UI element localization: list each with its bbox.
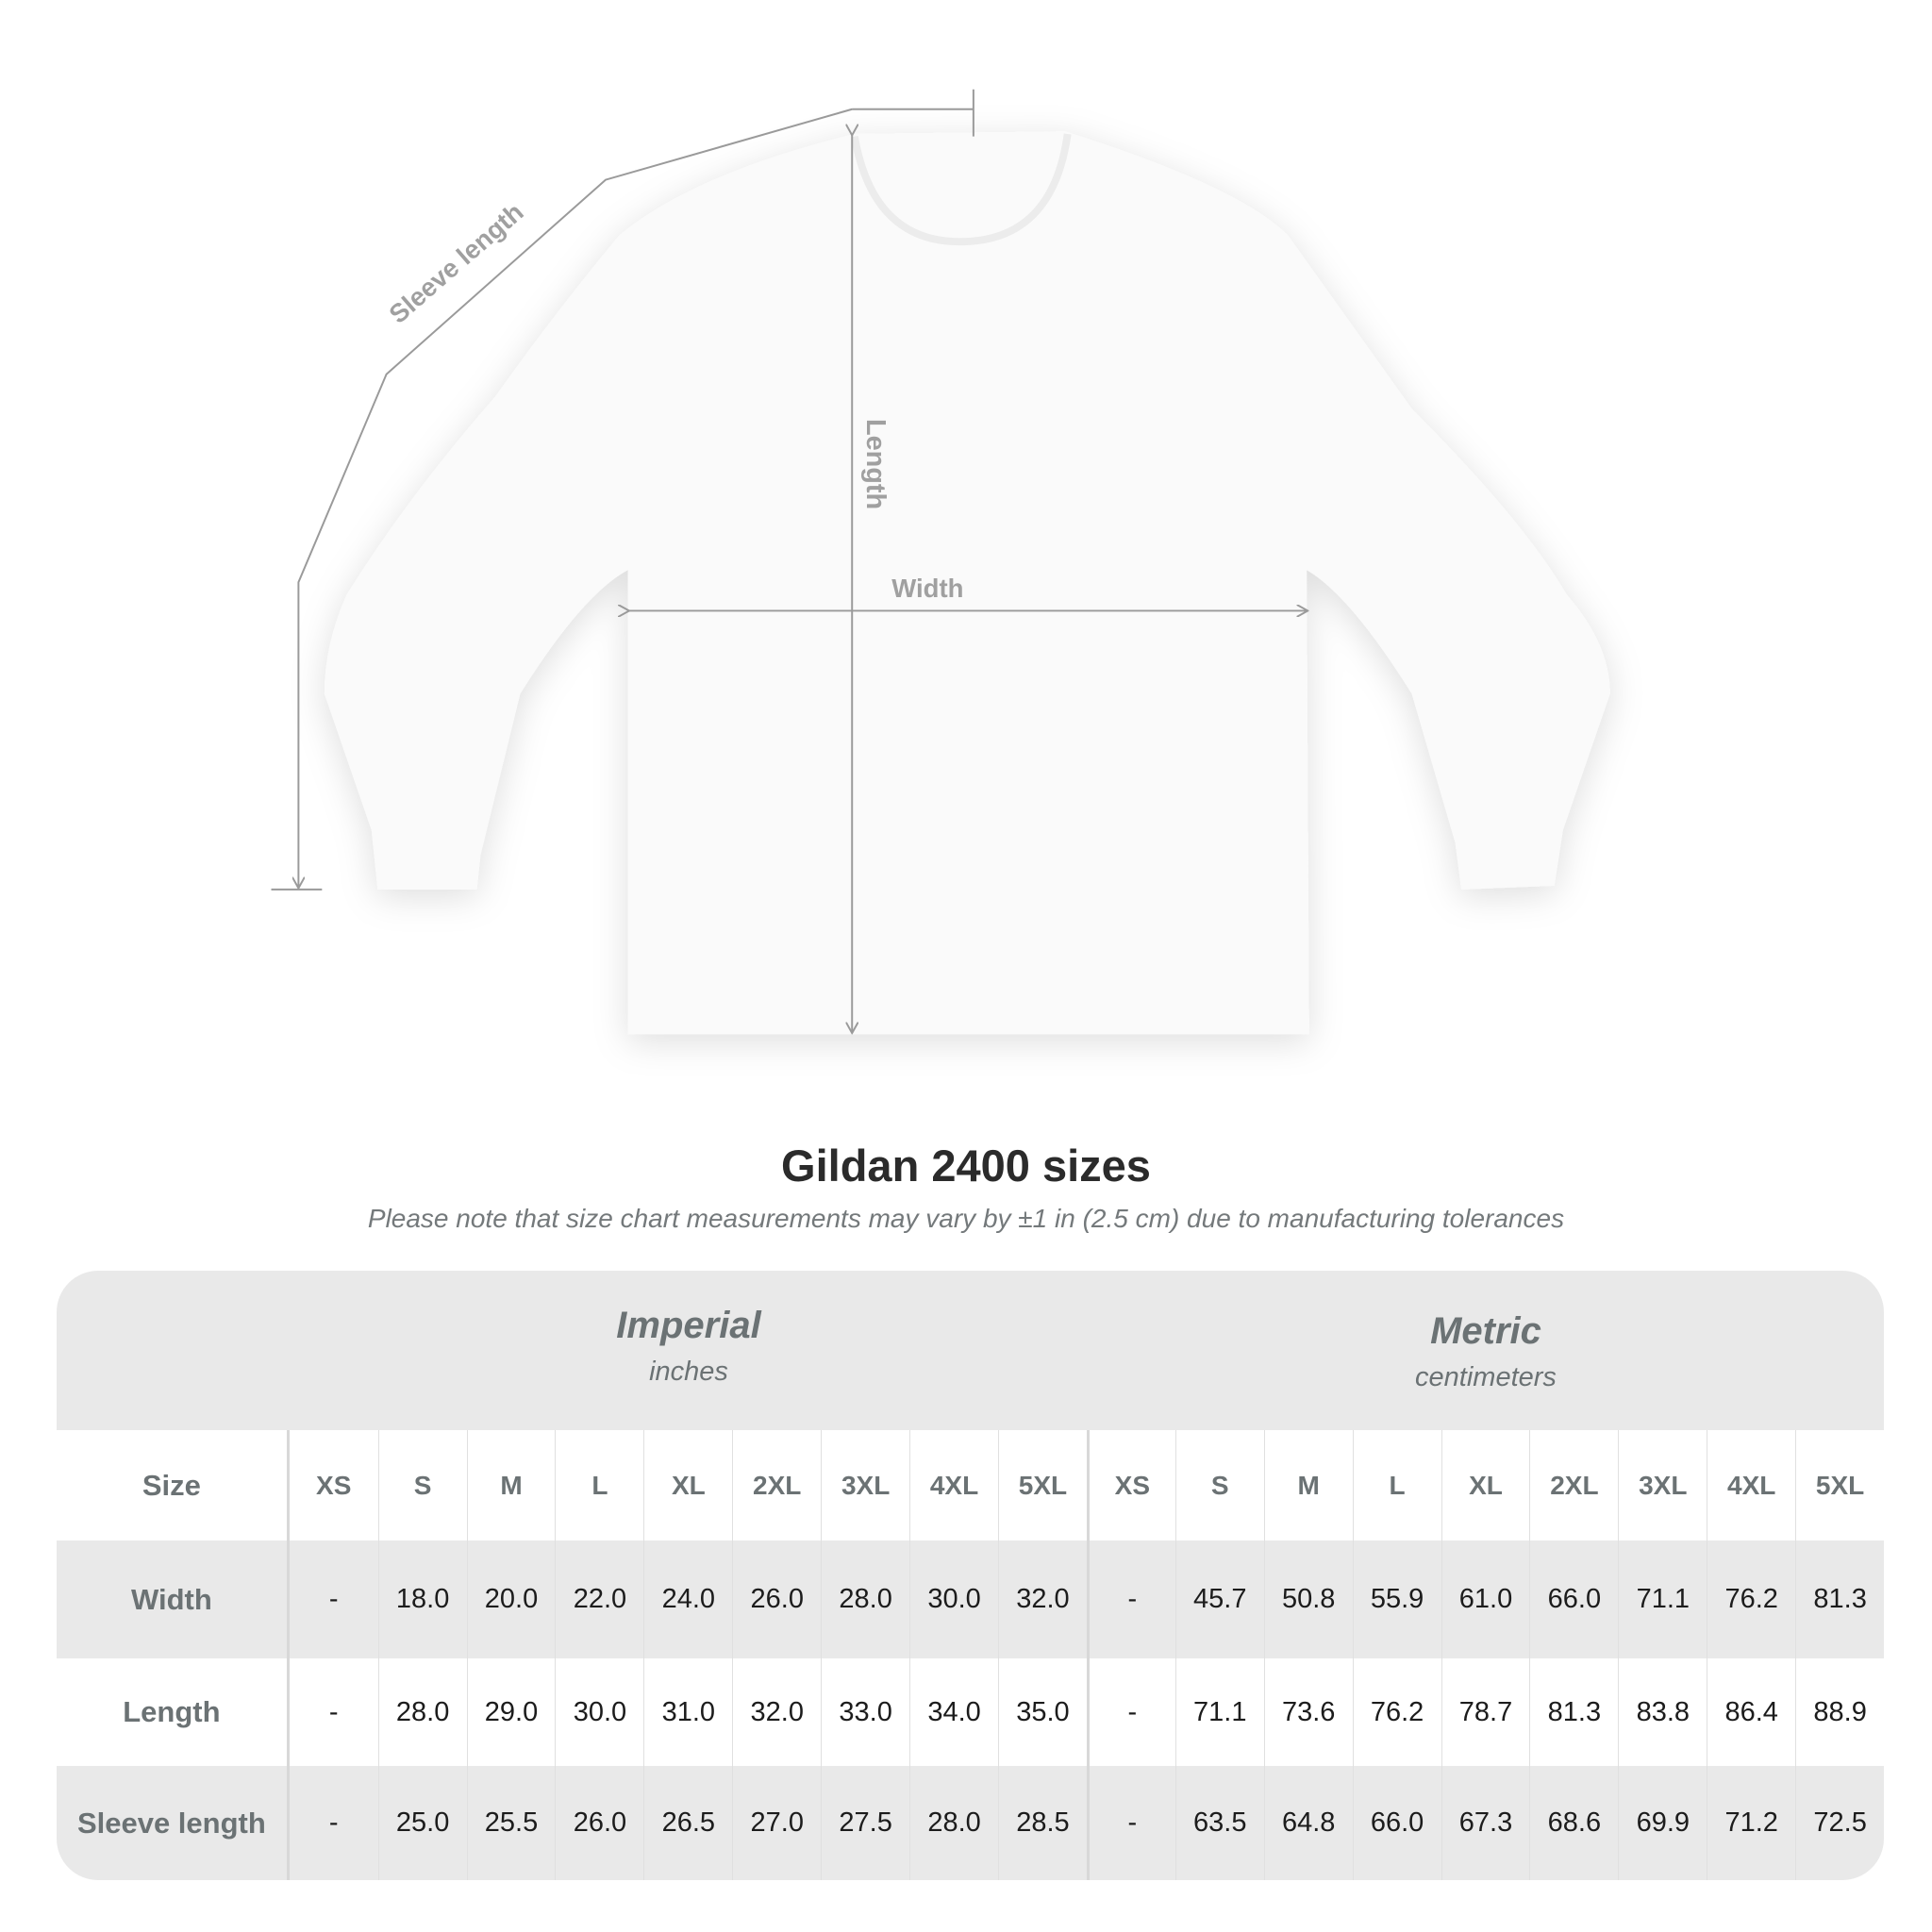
metric-value-cell: 83.8 (1618, 1658, 1707, 1766)
imperial-value-cell: - (328, 1696, 339, 1727)
imperial-value-cell: 22.0 (555, 1541, 643, 1658)
imperial-value-cell: 28.0 (821, 1541, 909, 1658)
metric-value-cell: 71.1 (1618, 1541, 1707, 1658)
metric-value-cell: 66.0 (1529, 1541, 1618, 1658)
imperial-value-cell: - (328, 1584, 339, 1614)
imperial-value-cell: 26.5 (643, 1766, 732, 1880)
imperial-value-cell: 27.0 (732, 1766, 821, 1880)
metric-value-cell: 78.7 (1441, 1658, 1530, 1766)
imperial-value-cell: 27.5 (821, 1766, 909, 1880)
imperial-value-cell: 25.5 (466, 1766, 556, 1880)
imperial-value-cell: 29.0 (466, 1658, 556, 1766)
imperial-unit: inches (649, 1357, 728, 1387)
imperial-value-cell: 26.0 (555, 1766, 643, 1880)
imperial-title: Imperial (616, 1305, 761, 1346)
table-row: Sleeve length -25.0 25.5 26.0 26.5 27.0 27.5 28… (57, 1766, 1884, 1880)
imperial-size-header: 2XL (732, 1430, 821, 1541)
imperial-value-cell: - (328, 1807, 339, 1838)
metric-value-cell: 81.3 (1529, 1658, 1618, 1766)
row-label: Sleeve length (57, 1766, 290, 1880)
imperial-value-cell: 20.0 (466, 1541, 556, 1658)
length-label: Length (860, 419, 891, 509)
imperial-value-cell: 24.0 (643, 1541, 732, 1658)
imperial-value-cell: 31.0 (643, 1658, 732, 1766)
metric-value-cell: 45.7 (1174, 1541, 1264, 1658)
table-row: Length -28.0 29.0 30.0 31.0 32.0 33.0 34.0 35.0-… (57, 1658, 1884, 1766)
imperial-header: Imperial inches (290, 1271, 1088, 1430)
metric-size-header: L (1352, 1430, 1441, 1541)
metric-value-cell: 76.2 (1352, 1658, 1441, 1766)
metric-value-cell: 88.9 (1795, 1658, 1884, 1766)
metric-header: Metric centimeters (1088, 1276, 1884, 1436)
metric-value-cell: 66.0 (1352, 1766, 1441, 1880)
sleeve-length-line (298, 89, 974, 887)
imperial-value-cell: 25.0 (377, 1766, 467, 1880)
imperial-value-cell: 26.0 (732, 1541, 821, 1658)
imperial-size-header: 4XL (909, 1430, 998, 1541)
imperial-value-cell: 30.0 (909, 1541, 998, 1658)
metric-value-cell: - (1086, 1541, 1175, 1658)
imperial-size-header: 5XL (998, 1430, 1087, 1541)
row-label: Length (57, 1658, 290, 1766)
metric-value-cell: 63.5 (1174, 1766, 1264, 1880)
metric-value-cell: 81.3 (1795, 1541, 1884, 1658)
metric-title: Metric (1430, 1310, 1541, 1352)
page-title: Gildan 2400 sizes (781, 1141, 1151, 1191)
imperial-size-header: XL (643, 1430, 732, 1541)
metric-size-header: 2XL (1529, 1430, 1618, 1541)
metric-value-cell: 72.5 (1795, 1766, 1884, 1880)
metric-value-cell: 69.9 (1618, 1766, 1707, 1880)
sleeve-length-label: Sleeve length (383, 197, 528, 329)
imperial-value-cell: 30.0 (555, 1658, 643, 1766)
metric-value-cell: 71.2 (1707, 1766, 1795, 1880)
metric-value-cell: 64.8 (1263, 1766, 1353, 1880)
imperial-size-header: XS (316, 1470, 352, 1500)
table-row: Width -18.0 20.0 22.0 24.0 26.0 28.0 30.0 32.0-4… (57, 1541, 1884, 1658)
metric-value-cell: 67.3 (1441, 1766, 1530, 1880)
metric-value-cell: - (1086, 1658, 1175, 1766)
imperial-value-cell: 35.0 (998, 1658, 1087, 1766)
row-label: Size (57, 1430, 290, 1541)
metric-value-cell: 50.8 (1263, 1541, 1353, 1658)
metric-value-cell: 73.6 (1263, 1658, 1353, 1766)
metric-value-cell: 76.2 (1707, 1541, 1795, 1658)
width-label: Width (891, 574, 963, 603)
metric-size-header: 3XL (1618, 1430, 1707, 1541)
imperial-size-header: L (555, 1430, 643, 1541)
imperial-value-cell: 18.0 (377, 1541, 467, 1658)
metric-size-header: S (1174, 1430, 1264, 1541)
tolerance-note: Please note that size chart measurements… (367, 1204, 1565, 1233)
shirt-diagram: Sleeve length Length Width (271, 89, 1610, 1115)
imperial-value-cell: 28.0 (909, 1766, 998, 1880)
metric-value-cell: 61.0 (1441, 1541, 1530, 1658)
metric-value-cell: 55.9 (1352, 1541, 1441, 1658)
size-chart-table: Imperial inches Metric centimeters Size X… (57, 1271, 1884, 1880)
metric-value-cell: - (1086, 1766, 1175, 1880)
imperial-value-cell: 32.0 (998, 1541, 1087, 1658)
row-label: Width (57, 1541, 290, 1658)
metric-size-header: 4XL (1707, 1430, 1795, 1541)
imperial-size-header: M (466, 1430, 556, 1541)
imperial-value-cell: 28.0 (377, 1658, 467, 1766)
long-sleeve-shirt (324, 131, 1610, 1035)
metric-value-cell: 86.4 (1707, 1658, 1795, 1766)
imperial-size-header: 3XL (821, 1430, 909, 1541)
size-header-row: Size XS S M L XL 2XL 3XL 4XL 5XL XS S M L XL 2XL 3XL 4XL 5… (57, 1430, 1884, 1541)
metric-unit: centimeters (1415, 1362, 1557, 1392)
metric-value-cell: 68.6 (1529, 1766, 1618, 1880)
imperial-value-cell: 33.0 (821, 1658, 909, 1766)
metric-size-header: 5XL (1795, 1430, 1884, 1541)
imperial-value-cell: 32.0 (732, 1658, 821, 1766)
imperial-size-header: S (377, 1430, 467, 1541)
imperial-value-cell: 28.5 (998, 1766, 1087, 1880)
metric-size-header: XL (1441, 1430, 1530, 1541)
collar (850, 133, 1072, 246)
metric-size-header: XS (1086, 1430, 1175, 1541)
metric-value-cell: 71.1 (1174, 1658, 1264, 1766)
imperial-value-cell: 34.0 (909, 1658, 998, 1766)
metric-size-header: M (1263, 1430, 1353, 1541)
